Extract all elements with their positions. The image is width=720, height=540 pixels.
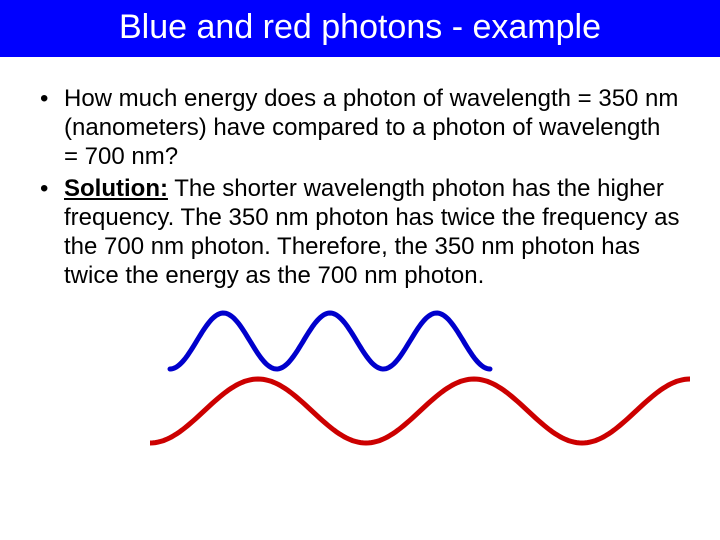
slide-content: How much energy does a photon of wavelen… [0, 57, 720, 466]
red-wave [150, 379, 690, 443]
bullet-solution: Solution: The shorter wavelength photon … [40, 175, 680, 290]
question-text: How much energy does a photon of wavelen… [64, 85, 678, 170]
slide-title-bar: Blue and red photons - example [0, 0, 720, 57]
wave-svg [150, 301, 690, 461]
solution-label: Solution: [64, 175, 168, 202]
wave-diagram [40, 301, 680, 466]
slide-title: Blue and red photons - example [119, 8, 601, 46]
bullet-list: How much energy does a photon of wavelen… [40, 85, 680, 291]
blue-wave [170, 313, 490, 369]
bullet-question: How much energy does a photon of wavelen… [40, 85, 680, 171]
